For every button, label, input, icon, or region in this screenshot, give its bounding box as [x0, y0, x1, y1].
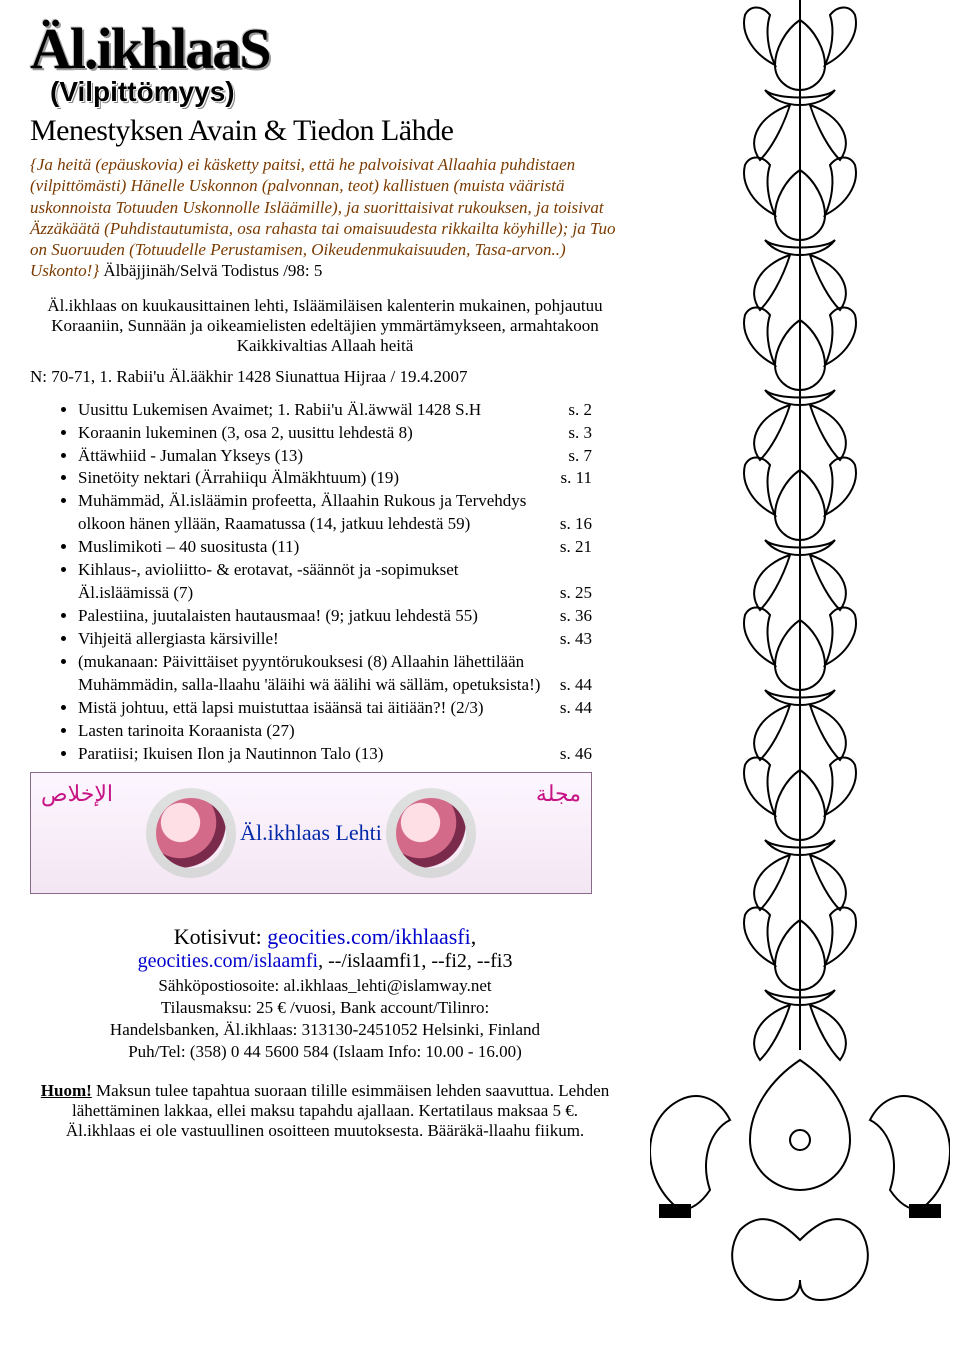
- toc-page: s. 46: [560, 743, 592, 766]
- note-label: Huom!: [41, 1081, 92, 1100]
- ornament-column: [640, 0, 960, 1361]
- toc-page: s. 16: [560, 513, 592, 536]
- toc-page: s. 43: [560, 628, 592, 651]
- footer-details: Sähköpostiosoite: al.ikhlaas_lehti@islam…: [30, 975, 620, 1063]
- toc-page: s. 7: [568, 445, 592, 468]
- footer-links: Kotisivut: geocities.com/ikhlaasfi, geoc…: [30, 924, 620, 973]
- note: Huom! Maksun tulee tapahtua suoraan tili…: [30, 1081, 620, 1141]
- note-text: Maksun tulee tapahtua suoraan tilille es…: [66, 1081, 609, 1140]
- toc-text: Ättäwhiid - Jumalan Ykseys (13): [78, 445, 303, 468]
- banner-arabic-left: الإخلاص: [41, 781, 113, 807]
- main-column: Äl.ikhlaaS (Vilpittömyys) Menestyksen Av…: [0, 0, 640, 1361]
- toc-item: Muhämmäd, Äl.isläämin profeetta, Ällaahi…: [78, 490, 620, 536]
- toc-text: Muslimikoti – 40 suositusta (11): [78, 536, 299, 559]
- toc-page: s. 44: [560, 697, 592, 720]
- toc-page: s. 3: [568, 422, 592, 445]
- toc-page: s. 2: [568, 399, 592, 422]
- toc-text: Muhämmäd, Äl.isläämin profeetta, Ällaahi…: [78, 490, 560, 536]
- toc-item: Sinetöity nektari (Ärrahiiqu Älmäkhtuum)…: [78, 467, 620, 490]
- ornament-border: [650, 0, 950, 1361]
- toc-text: Sinetöity nektari (Ärrahiiqu Älmäkhtuum)…: [78, 467, 399, 490]
- toc-item: Lasten tarinoita Koraanista (27): [78, 720, 620, 743]
- flower-icon: [396, 798, 466, 868]
- toc-page: s. 21: [560, 536, 592, 559]
- toc-item: Koraanin lukeminen (3, osa 2, uusittu le…: [78, 422, 620, 445]
- banner-arabic-right: مجلة: [536, 781, 581, 807]
- homepage-links-extra: , --/islaamfi1, --fi2, --fi3: [318, 950, 512, 972]
- toc-text: Paratiisi; Ikuisen Ilon ja Nautinnon Tal…: [78, 743, 383, 766]
- toc-item: Mistä johtuu, että lapsi muistuttaa isää…: [78, 697, 620, 720]
- toc-item: Palestiina, juutalaisten hautausmaa! (9;…: [78, 605, 620, 628]
- toc-page: s. 25: [560, 582, 592, 605]
- toc-item: Uusittu Lukemisen Avaimet; 1. Rabii'u Äl…: [78, 399, 620, 422]
- footer-bank: Handelsbanken, Äl.ikhlaas: 313130-245105…: [30, 1019, 620, 1041]
- toc-page: s. 36: [560, 605, 592, 628]
- description: Äl.ikhlaas on kuukausittainen lehti, Isl…: [30, 296, 620, 357]
- toc-item: Ättäwhiid - Jumalan Ykseys (13) s. 7: [78, 445, 620, 468]
- toc-page: s. 11: [561, 467, 593, 490]
- toc-item: Vihjeitä allergiasta kärsiville! s. 43: [78, 628, 620, 651]
- toc-page: s. 44: [560, 674, 592, 697]
- homepages-label: Kotisivut:: [174, 924, 268, 949]
- toc-text: Vihjeitä allergiasta kärsiville!: [78, 628, 279, 651]
- quote-block: {Ja heitä (epäuskovia) ei käsketty paits…: [30, 154, 620, 282]
- toc-item: Muslimikoti – 40 suositusta (11) s. 21: [78, 536, 620, 559]
- logo-block: Äl.ikhlaaS (Vilpittömyys) Menestyksen Av…: [30, 20, 620, 148]
- issue-line: N: 70-71, 1. Rabii'u Äl.ääkhir 1428 Siun…: [30, 367, 620, 387]
- toc-item: (mukanaan: Päivittäiset pyyntörukouksesi…: [78, 651, 620, 697]
- banner-title: Äl.ikhlaas Lehti: [240, 820, 382, 846]
- banner: الإخلاص Äl.ikhlaas Lehti مجلة: [30, 772, 592, 894]
- page: Äl.ikhlaaS (Vilpittömyys) Menestyksen Av…: [0, 0, 960, 1361]
- footer-price: Tilausmaksu: 25 € /vuosi, Bank account/T…: [30, 997, 620, 1019]
- toc-item: Kihlaus-, avioliitto- & erotavat, -säänn…: [78, 559, 620, 605]
- logo-tagline: Menestyksen Avain & Tiedon Lähde: [30, 114, 620, 148]
- flower-icon: [156, 798, 226, 868]
- quote-citation: Älbäjjinäh/Selvä Todistus /98: 5: [99, 261, 322, 280]
- logo-main: Äl.ikhlaaS: [30, 20, 620, 78]
- homepage-link-1[interactable]: geocities.com/ikhlaasfi: [267, 924, 470, 949]
- toc-item: Paratiisi; Ikuisen Ilon ja Nautinnon Tal…: [78, 743, 620, 766]
- toc-text: Mistä johtuu, että lapsi muistuttaa isää…: [78, 697, 484, 720]
- toc-text: Lasten tarinoita Koraanista (27): [78, 720, 295, 743]
- toc-text: (mukanaan: Päivittäiset pyyntörukouksesi…: [78, 651, 560, 697]
- toc-text: Koraanin lukeminen (3, osa 2, uusittu le…: [78, 422, 413, 445]
- toc-text: Uusittu Lukemisen Avaimet; 1. Rabii'u Äl…: [78, 399, 481, 422]
- table-of-contents: Uusittu Lukemisen Avaimet; 1. Rabii'u Äl…: [30, 399, 620, 766]
- toc-text: Palestiina, juutalaisten hautausmaa! (9;…: [78, 605, 478, 628]
- footer-phone: Puh/Tel: (358) 0 44 5600 584 (Islaam Inf…: [30, 1041, 620, 1063]
- toc-text: Kihlaus-, avioliitto- & erotavat, -säänn…: [78, 559, 560, 605]
- logo-subtitle: (Vilpittömyys): [50, 78, 620, 106]
- homepage-link-2[interactable]: geocities.com/islaamfi: [138, 950, 319, 972]
- footer-email: Sähköpostiosoite: al.ikhlaas_lehti@islam…: [30, 975, 620, 997]
